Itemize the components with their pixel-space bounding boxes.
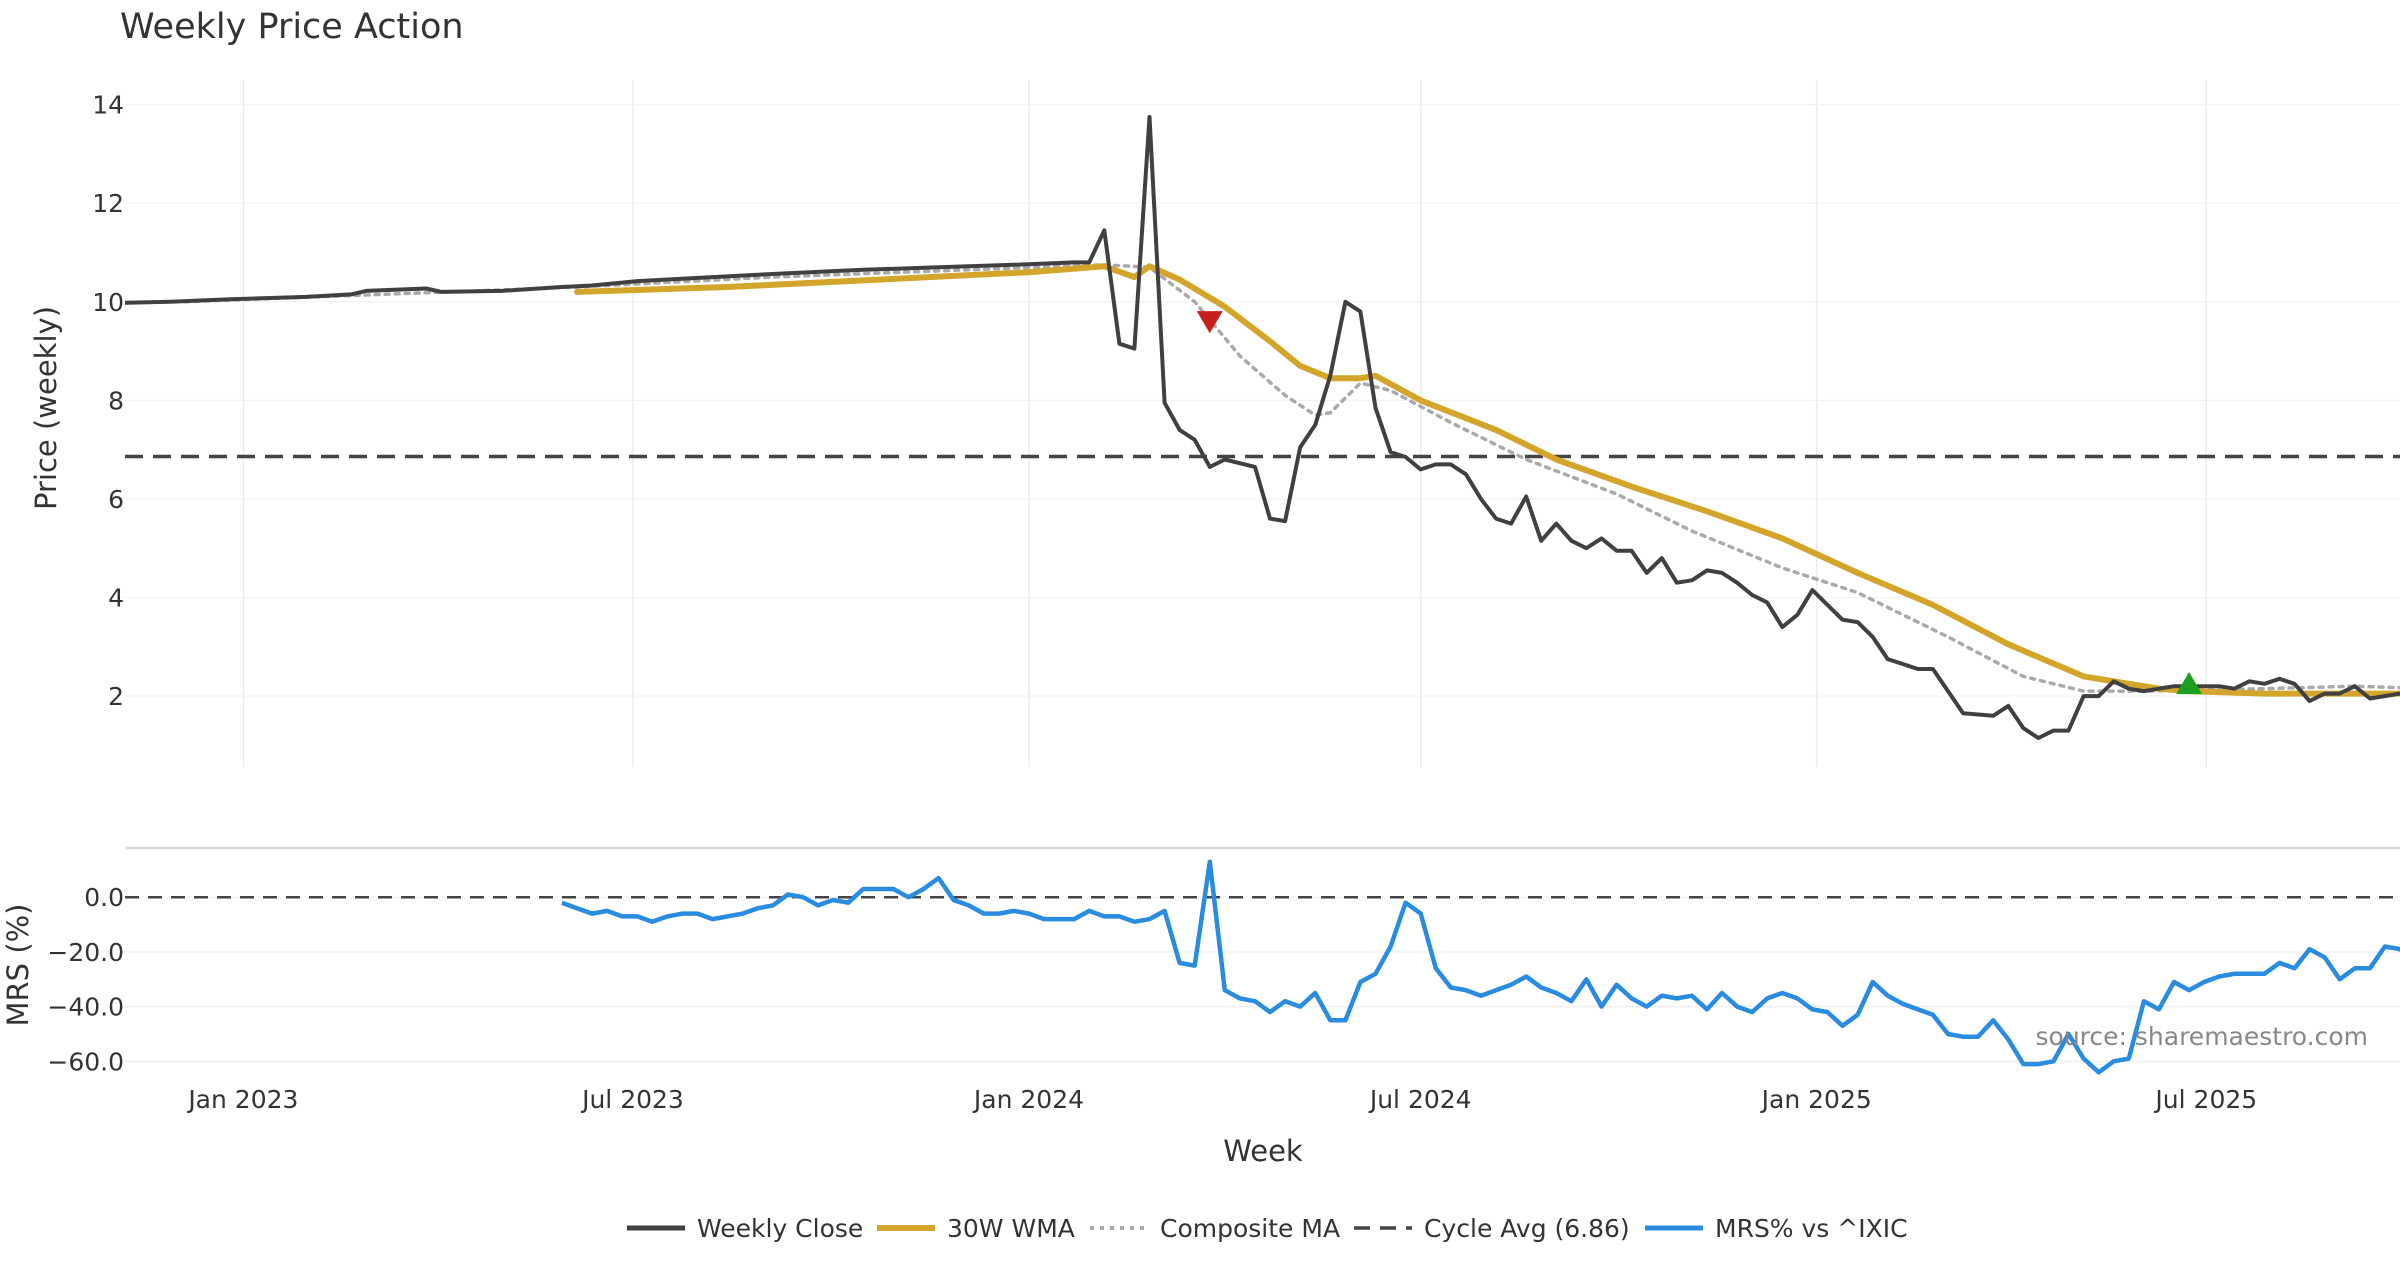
mrs-y-tick-1: −20.0: [47, 938, 124, 967]
price-y-tick-1: 4: [108, 584, 124, 613]
series-mrs: [561, 859, 2400, 1075]
price-y-tick-2: 6: [108, 485, 124, 514]
x-tick-2: Jan 2024: [972, 1085, 1084, 1114]
series-30w-wma: [574, 263, 2400, 697]
mrs-y-tick-2: −40.0: [47, 993, 124, 1022]
legend-label-close: Weekly Close: [697, 1214, 863, 1243]
price-y-axis-label: Price (weekly): [29, 306, 63, 510]
legend-item-close: Weekly Close: [627, 1214, 863, 1243]
legend-label-cycle: Cycle Avg (6.86): [1424, 1214, 1630, 1243]
x-tick-1: Jul 2023: [580, 1085, 684, 1114]
x-tick-4: Jan 2025: [1760, 1085, 1872, 1114]
legend-label-wma: 30W WMA: [947, 1214, 1075, 1243]
x-tick-0: Jan 2023: [186, 1085, 298, 1114]
x-axis-label: Week: [1223, 1134, 1303, 1168]
x-tick-3: Jul 2024: [1368, 1085, 1472, 1114]
legend-label-mrs: MRS% vs ^IXIC: [1715, 1214, 1908, 1243]
legend-item-mrs: MRS% vs ^IXIC: [1645, 1214, 1908, 1243]
legend: Weekly Close 30W WMA Composite MA Cycle Avg…: [627, 1214, 1908, 1243]
mrs-series-layer: [125, 859, 2400, 1075]
x-tick-5: Jul 2025: [2153, 1085, 2257, 1114]
price-y-tick-0: 2: [108, 682, 124, 711]
series-composite-ma: [183, 263, 2400, 693]
price-y-tick-5: 12: [92, 189, 124, 218]
mrs-y-axis-label: MRS (%): [1, 904, 35, 1027]
mrs-y-tick-3: −60.0: [47, 1047, 124, 1076]
legend-item-cycle: Cycle Avg (6.86): [1354, 1214, 1630, 1243]
price-y-ticks: 2 4 6 8 10 12 14: [92, 91, 124, 711]
x-ticks: Jan 2023 Jul 2023 Jan 2024 Jul 2024 Jan 2025…: [186, 1085, 2257, 1114]
price-y-tick-4: 10: [92, 288, 124, 317]
mrs-y-ticks: 0.0 −20.0 −40.0 −60.0: [47, 883, 124, 1076]
legend-item-wma: 30W WMA: [877, 1214, 1075, 1243]
buy-signal-marker: [2176, 672, 2203, 695]
mrs-y-tick-0: 0.0: [84, 883, 124, 912]
series-weekly-close: [124, 115, 2400, 740]
source-annotation: source: sharemaestro.com: [2036, 1022, 2369, 1051]
price-y-tick-3: 8: [108, 386, 124, 415]
legend-item-composite: Composite MA: [1090, 1214, 1340, 1243]
price-series-layer: [124, 115, 2400, 740]
chart-title: Weekly Price Action: [120, 7, 464, 47]
legend-label-composite: Composite MA: [1160, 1214, 1340, 1243]
sell-signal-marker: [1196, 311, 1223, 334]
price-y-tick-6: 14: [92, 91, 124, 120]
